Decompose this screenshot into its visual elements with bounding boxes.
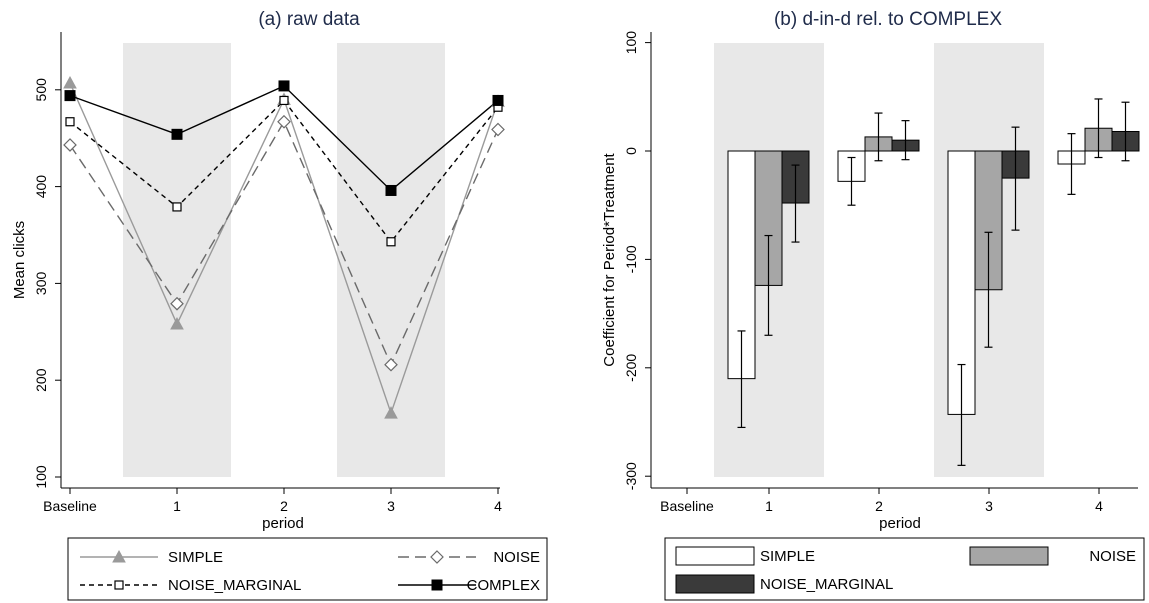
chart-a-x-tick-label: 4 <box>494 498 502 514</box>
chart-b-y-tick-label: 100 <box>623 31 639 55</box>
legend-marker-simple <box>112 549 126 563</box>
legend-label-simple: SIMPLE <box>168 549 223 566</box>
point-simple <box>384 406 398 419</box>
chart-a-legend <box>67 537 548 601</box>
chart-b-x-tick-label: 1 <box>765 498 773 514</box>
chart-b-y-label: Coefficient for Period*Treatment <box>601 152 618 366</box>
chart-b-x-tick-label: Baseline <box>660 498 714 514</box>
point-noise <box>384 357 398 372</box>
point-complex <box>385 184 397 196</box>
point-noise <box>63 138 77 152</box>
chart-b-x-tick-label: 3 <box>985 498 993 514</box>
point-noise-marginal <box>386 237 396 247</box>
legend-label-simple: SIMPLE <box>760 548 815 565</box>
chart-a-x-tick-label: Baseline <box>43 498 97 514</box>
point-noise-marginal <box>279 95 289 106</box>
chart-b-y-tick-label: -300 <box>623 462 639 490</box>
line-noise-marginal <box>69 99 499 243</box>
legend-swatch-noise <box>969 546 1049 566</box>
panel-raw-data: (a) raw data 100 200 300 400 500 Baseline 1 2 3… <box>11 9 548 601</box>
chart-b-x-tick-label: 4 <box>1095 498 1103 514</box>
chart-a-y-tick-label: 200 <box>33 368 49 392</box>
chart-a-y-tick-label: 400 <box>33 175 49 199</box>
chart-b-y-tick-label: 0 <box>623 147 639 155</box>
chart-a-x-tick-label: 1 <box>173 498 181 514</box>
chart-a-y-tick-label: 300 <box>33 272 49 296</box>
chart-a-x-tick-label: 2 <box>280 498 288 514</box>
chart-b-y-tick-label: -100 <box>623 245 639 273</box>
legend-label-noise: NOISE <box>493 549 540 566</box>
chart-b-title: (b) d-in-d rel. to COMPLEX <box>774 9 1002 30</box>
legend-marker-noise-marginal <box>114 580 124 590</box>
point-complex <box>492 94 504 106</box>
chart-b-y-tick-label: -200 <box>623 354 639 382</box>
chart-a-y-tick-label: 100 <box>33 465 49 489</box>
legend-marker-complex <box>431 579 443 591</box>
chart-a-x-tick-label: 3 <box>387 498 395 514</box>
legend-label-complex: COMPLEX <box>467 577 540 594</box>
chart-a-title: (a) raw data <box>258 9 360 30</box>
chart-a-shade-band <box>123 43 231 477</box>
panel-d-in-d: (b) d-in-d rel. to COMPLEX -300 -200 -100 0… <box>601 9 1145 601</box>
legend-label-noise-marginal: NOISE_MARGINAL <box>760 576 893 593</box>
chart-b-x-label: period <box>879 515 921 532</box>
point-noise <box>491 122 505 137</box>
legend-label-noise-marginal: NOISE_MARGINAL <box>168 577 301 594</box>
point-noise-marginal <box>172 202 182 212</box>
line-noise <box>69 120 499 367</box>
chart-a-x-label: period <box>262 515 304 532</box>
legend-marker-noise <box>430 550 444 564</box>
chart-b-x-tick-label: 2 <box>875 498 883 514</box>
legend-label-noise: NOISE <box>1089 548 1136 565</box>
legend-swatch-simple <box>675 546 755 566</box>
chart-a-y-tick-label: 500 <box>33 78 49 102</box>
point-simple <box>63 75 77 89</box>
chart-a-y-label: Mean clicks <box>11 221 28 299</box>
point-simple <box>170 317 184 330</box>
point-complex <box>171 128 183 140</box>
point-complex <box>278 80 290 92</box>
point-noise <box>277 114 291 129</box>
legend-swatch-noise-marginal <box>675 574 755 594</box>
chart-a-shade-band <box>337 43 445 477</box>
point-noise-marginal <box>65 117 75 127</box>
point-complex <box>64 90 76 102</box>
point-noise <box>170 296 184 311</box>
